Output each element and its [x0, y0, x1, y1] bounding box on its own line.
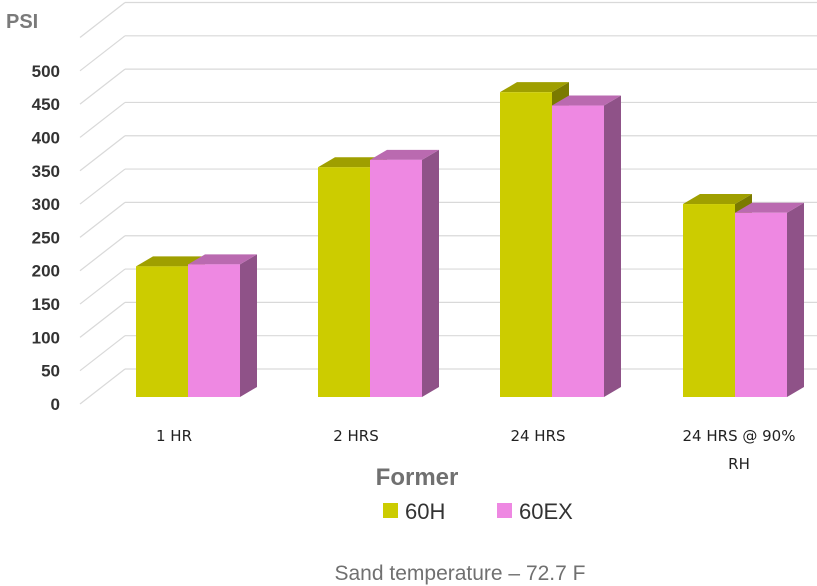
gridline-depth: [79, 2, 126, 38]
legend-label: 60H: [405, 499, 445, 524]
y-axis-ticks: 0 50 100 150 200 250 300 350 400 450 500: [32, 62, 60, 414]
legend-item-60h: 60H: [383, 499, 445, 524]
y-tick-label: 500: [32, 62, 60, 81]
gridline-depth: [79, 168, 126, 205]
y-tick-label: 400: [32, 128, 60, 147]
legend: 60H 60EX: [383, 499, 573, 524]
category-label: 2 HRS: [333, 427, 379, 445]
bar-60ex-3: [552, 95, 621, 398]
y-tick-label: 200: [32, 262, 60, 281]
y-tick-label: 350: [32, 162, 60, 181]
gridline-depth: [79, 201, 126, 238]
y-tick-label: 150: [32, 295, 60, 314]
gridline-depth: [79, 301, 126, 338]
bar-60ex-4: [735, 202, 804, 397]
gridline-depth: [79, 101, 126, 138]
category-label: 24 HRS: [510, 427, 565, 445]
x-axis-title: Former: [376, 464, 459, 491]
legend-item-60ex: 60EX: [497, 499, 573, 524]
gridline-depth: [79, 235, 126, 272]
bars: [136, 82, 804, 398]
x-axis-categories: 1 HR 2 HRS 24 HRS 24 HRS @ 90% RH: [156, 427, 795, 473]
gridlines: [79, 1, 817, 405]
gridline-depth: [79, 368, 126, 405]
category-label: 24 HRS @ 90% RH: [683, 427, 796, 473]
y-axis-title: PSI: [6, 11, 38, 33]
category-label: 1 HR: [156, 427, 192, 445]
bar-60ex-2: [370, 149, 439, 397]
gridline-depth: [79, 68, 126, 105]
y-tick-label: 250: [32, 228, 60, 247]
gridline-depth: [79, 268, 126, 305]
legend-swatch: [497, 503, 512, 518]
gridline-depth: [79, 135, 126, 172]
y-tick-label: 100: [32, 328, 60, 347]
footer-note: Sand temperature – 72.7 F: [335, 562, 586, 585]
bar-60ex-1: [188, 254, 257, 397]
y-tick-label: 450: [32, 95, 60, 114]
legend-swatch: [383, 503, 398, 518]
y-tick-label: 0: [51, 395, 60, 414]
legend-label: 60EX: [519, 499, 573, 524]
gridline-depth: [79, 335, 126, 372]
gridline-depth: [79, 35, 126, 72]
y-tick-label: 300: [32, 195, 60, 214]
y-tick-label: 50: [41, 362, 60, 381]
